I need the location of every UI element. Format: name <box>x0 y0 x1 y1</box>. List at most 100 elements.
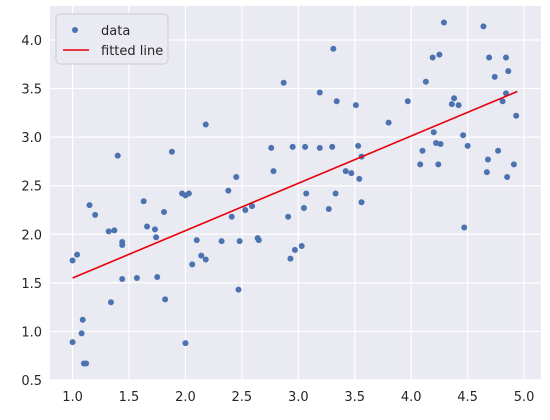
y-tick-label: 2.0 <box>21 228 42 243</box>
data-point <box>460 132 467 139</box>
data-point <box>486 54 493 61</box>
data-point <box>298 242 305 249</box>
data-point <box>342 168 349 175</box>
data-point <box>330 45 337 52</box>
data-point <box>333 98 340 105</box>
data-point <box>429 54 436 61</box>
data-point <box>79 316 86 323</box>
data-point <box>140 198 147 205</box>
data-point <box>495 147 502 154</box>
data-point <box>202 121 209 128</box>
data-point <box>355 142 362 149</box>
data-point <box>433 139 440 146</box>
data-point <box>92 211 99 218</box>
data-point <box>154 274 161 281</box>
data-point <box>300 205 307 212</box>
data-point <box>504 173 511 180</box>
data-point <box>268 144 275 151</box>
legend-marker-data <box>72 27 78 33</box>
data-point <box>448 101 455 108</box>
y-axis-ticks: 0.5 1.0 1.5 2.0 2.5 3.0 3.5 4.0 <box>21 34 42 389</box>
data-point <box>233 173 240 180</box>
data-point <box>404 98 411 105</box>
data-point <box>111 227 118 234</box>
data-point <box>202 256 209 263</box>
legend-label-data: data <box>101 24 130 39</box>
data-point <box>436 51 443 58</box>
data-point <box>161 208 168 215</box>
data-point <box>513 112 520 119</box>
data-point <box>235 286 242 293</box>
x-tick-label: 1.5 <box>119 390 140 405</box>
data-point <box>483 169 490 176</box>
data-point <box>133 275 140 281</box>
data-point <box>461 224 468 231</box>
y-tick-label: 1.0 <box>21 325 42 340</box>
data-point <box>69 339 76 346</box>
data-point <box>352 102 359 109</box>
data-point <box>348 170 355 177</box>
fitted-lines <box>72 90 518 279</box>
x-tick-label: 3.0 <box>288 390 309 405</box>
data-point <box>316 89 323 96</box>
data-point <box>105 228 112 235</box>
y-tick-label: 3.0 <box>21 131 42 146</box>
x-tick-label: 4.0 <box>401 390 422 405</box>
data-point <box>325 206 332 213</box>
data-point <box>228 213 235 220</box>
data-point <box>193 237 200 244</box>
x-tick-label: 1.0 <box>62 390 83 405</box>
data-point <box>505 68 512 75</box>
data-point <box>280 79 287 86</box>
y-tick-label: 1.5 <box>21 277 42 292</box>
data-point <box>358 199 365 206</box>
x-tick-label: 3.5 <box>344 390 365 405</box>
data-point <box>329 143 336 150</box>
data-point <box>316 144 323 151</box>
data-point <box>189 261 196 268</box>
data-point <box>510 161 517 168</box>
data-point <box>151 226 158 233</box>
data-point <box>153 234 160 241</box>
fitted-line <box>72 90 518 279</box>
data-point <box>114 152 121 159</box>
y-tick-label: 3.5 <box>21 83 42 98</box>
data-point <box>491 73 498 80</box>
data-point <box>499 98 506 105</box>
data-point <box>198 252 205 259</box>
data-point <box>417 161 424 168</box>
data-point <box>480 23 487 30</box>
data-point <box>484 156 491 163</box>
data-point <box>302 143 309 150</box>
data-point <box>107 299 114 306</box>
data-point <box>291 246 298 253</box>
legend-label-fitted-line: fitted line <box>101 44 163 59</box>
data-point <box>255 237 262 244</box>
data-point <box>119 241 126 248</box>
data-point <box>168 148 175 155</box>
data-point <box>78 330 85 337</box>
data-point <box>455 102 462 109</box>
data-point <box>287 255 294 262</box>
data-point <box>218 238 225 245</box>
data-point <box>162 296 169 303</box>
data-point <box>144 223 151 230</box>
data-point <box>185 190 192 197</box>
x-axis-ticks: 1.0 1.5 2.0 2.5 3.0 3.5 4.0 4.5 5.0 <box>62 390 534 405</box>
data-point <box>249 203 256 210</box>
y-tick-label: 4.0 <box>21 34 42 49</box>
data-point <box>289 143 296 150</box>
data-point <box>83 360 90 367</box>
data-point <box>236 238 243 245</box>
data-points <box>69 19 520 367</box>
data-point <box>270 168 277 175</box>
legend-box <box>55 13 169 65</box>
data-point <box>430 129 437 136</box>
data-point <box>332 190 339 197</box>
data-point <box>435 161 442 168</box>
data-point <box>451 95 458 102</box>
y-tick-label: 2.5 <box>21 180 42 195</box>
data-point <box>74 251 81 258</box>
data-point <box>419 147 426 154</box>
